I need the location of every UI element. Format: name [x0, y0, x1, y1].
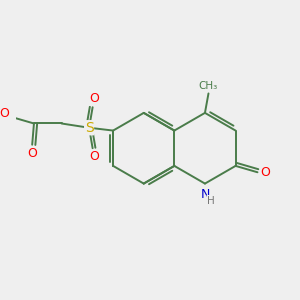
Text: H: H: [207, 196, 215, 206]
Text: O: O: [89, 150, 99, 163]
Text: CH₃: CH₃: [199, 81, 218, 91]
Text: O: O: [27, 147, 37, 160]
Text: N: N: [200, 188, 210, 201]
Text: S: S: [85, 121, 94, 135]
Text: O: O: [89, 92, 99, 105]
Text: O: O: [260, 166, 270, 179]
Text: O: O: [0, 107, 9, 120]
